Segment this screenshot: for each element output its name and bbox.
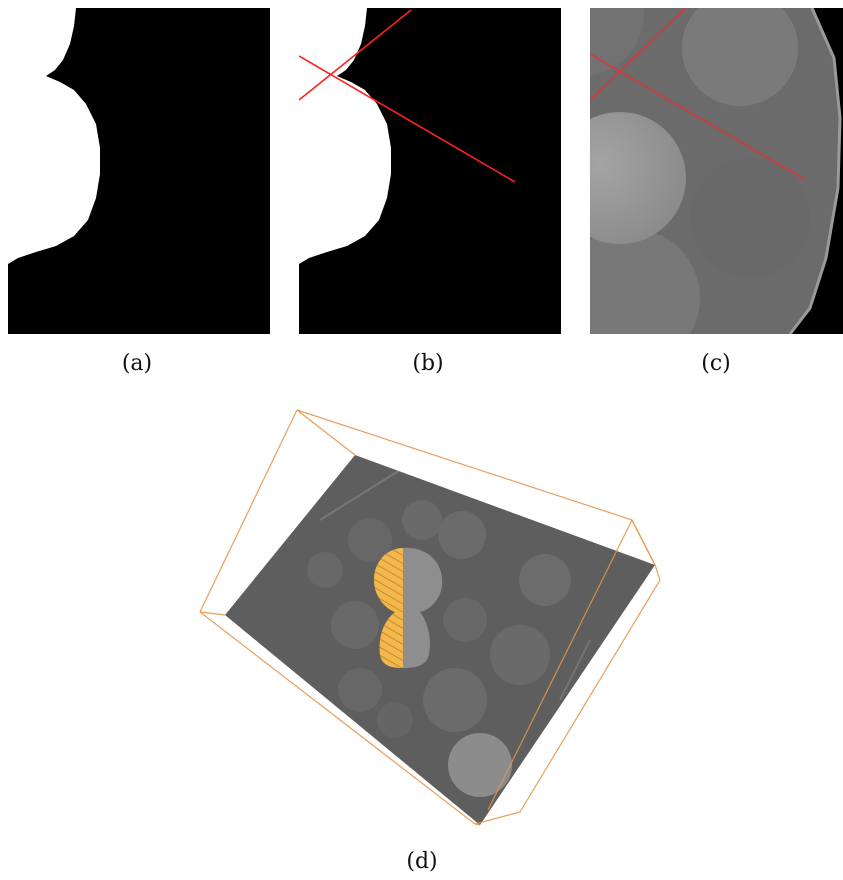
mask-foreground-region bbox=[8, 8, 100, 264]
segmentation-object bbox=[373, 547, 443, 668]
dark-edge-region bbox=[790, 8, 843, 334]
caption-c: (c) bbox=[701, 351, 731, 376]
ct-slice-image bbox=[590, 8, 843, 334]
caption-d: (d) bbox=[406, 849, 438, 874]
crosshair-line-1 bbox=[299, 9, 412, 101]
3d-volume-rendering bbox=[199, 409, 661, 826]
crosshair-line-2 bbox=[299, 55, 516, 183]
bounding-box-front bbox=[199, 409, 661, 826]
binary-mask-image bbox=[8, 8, 270, 334]
crosshair-line-1 bbox=[590, 8, 687, 101]
mask-foreground-region bbox=[299, 8, 391, 264]
crosshair-line-2 bbox=[590, 53, 807, 181]
caption-a: (a) bbox=[121, 351, 153, 376]
ct-plane-features bbox=[307, 469, 591, 797]
caption-b: (b) bbox=[412, 351, 444, 376]
ct-plane bbox=[225, 455, 655, 825]
mask-with-crosshair-image bbox=[299, 8, 561, 334]
